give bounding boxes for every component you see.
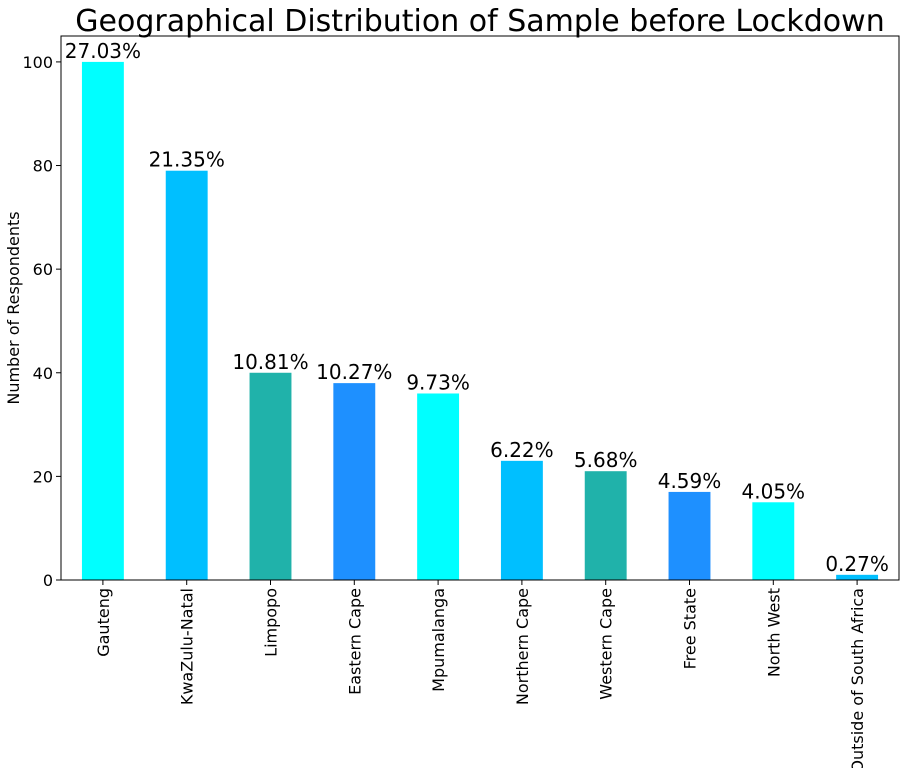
bar-gauteng [81, 61, 124, 580]
data-label: 10.81% [232, 350, 308, 374]
data-label: 9.73% [406, 370, 470, 394]
chart-title: Geographical Distribution of Sample befo… [75, 4, 884, 39]
data-label: 10.27% [316, 360, 392, 384]
bar-outside-of-south-africa [836, 574, 879, 580]
data-label: 6.22% [490, 438, 554, 462]
x-tick-label: Outside of South Africa [848, 588, 867, 768]
bar-eastern-cape [333, 383, 376, 580]
x-tick-label: Western Cape [597, 588, 616, 700]
data-label: 4.59% [658, 469, 722, 493]
data-label: 5.68% [574, 448, 638, 472]
bar-north-west [752, 502, 795, 580]
data-label: 27.03% [65, 39, 141, 63]
bar-western-cape [584, 471, 627, 580]
x-tick-label: Mpumalanga [429, 588, 448, 692]
data-label: 21.35% [149, 148, 225, 172]
y-tick-label: 60 [33, 260, 53, 279]
bar-kwazulu-natal [165, 170, 208, 580]
y-tick-label: 40 [33, 364, 53, 383]
bar-limpopo [249, 372, 292, 580]
x-tick-label: North West [764, 588, 783, 677]
bar-free-state [668, 491, 711, 580]
y-tick-label: 100 [22, 53, 53, 72]
x-tick-label: Limpopo [262, 588, 281, 657]
x-tick-label: Gauteng [94, 588, 113, 657]
x-tick-label: Eastern Cape [345, 588, 364, 695]
bar-northern-cape [500, 460, 543, 580]
x-tick-label: Free State [681, 588, 700, 669]
plot-area: 27.03% Gauteng 21.35% KwaZulu-Natal 10.81% Li… [22, 35, 900, 768]
y-tick-label: 0 [43, 571, 53, 590]
data-label: 0.27% [825, 552, 889, 576]
y-tick-label: 20 [33, 467, 53, 486]
x-tick-label: KwaZulu-Natal [178, 588, 197, 705]
y-axis-label: Number of Respondents [4, 211, 23, 404]
axes-frame [60, 35, 900, 581]
bar-mpumalanga [417, 393, 460, 580]
y-tick-label: 80 [33, 157, 53, 176]
x-tick-label: Northern Cape [513, 588, 532, 705]
data-label: 4.05% [742, 479, 806, 503]
